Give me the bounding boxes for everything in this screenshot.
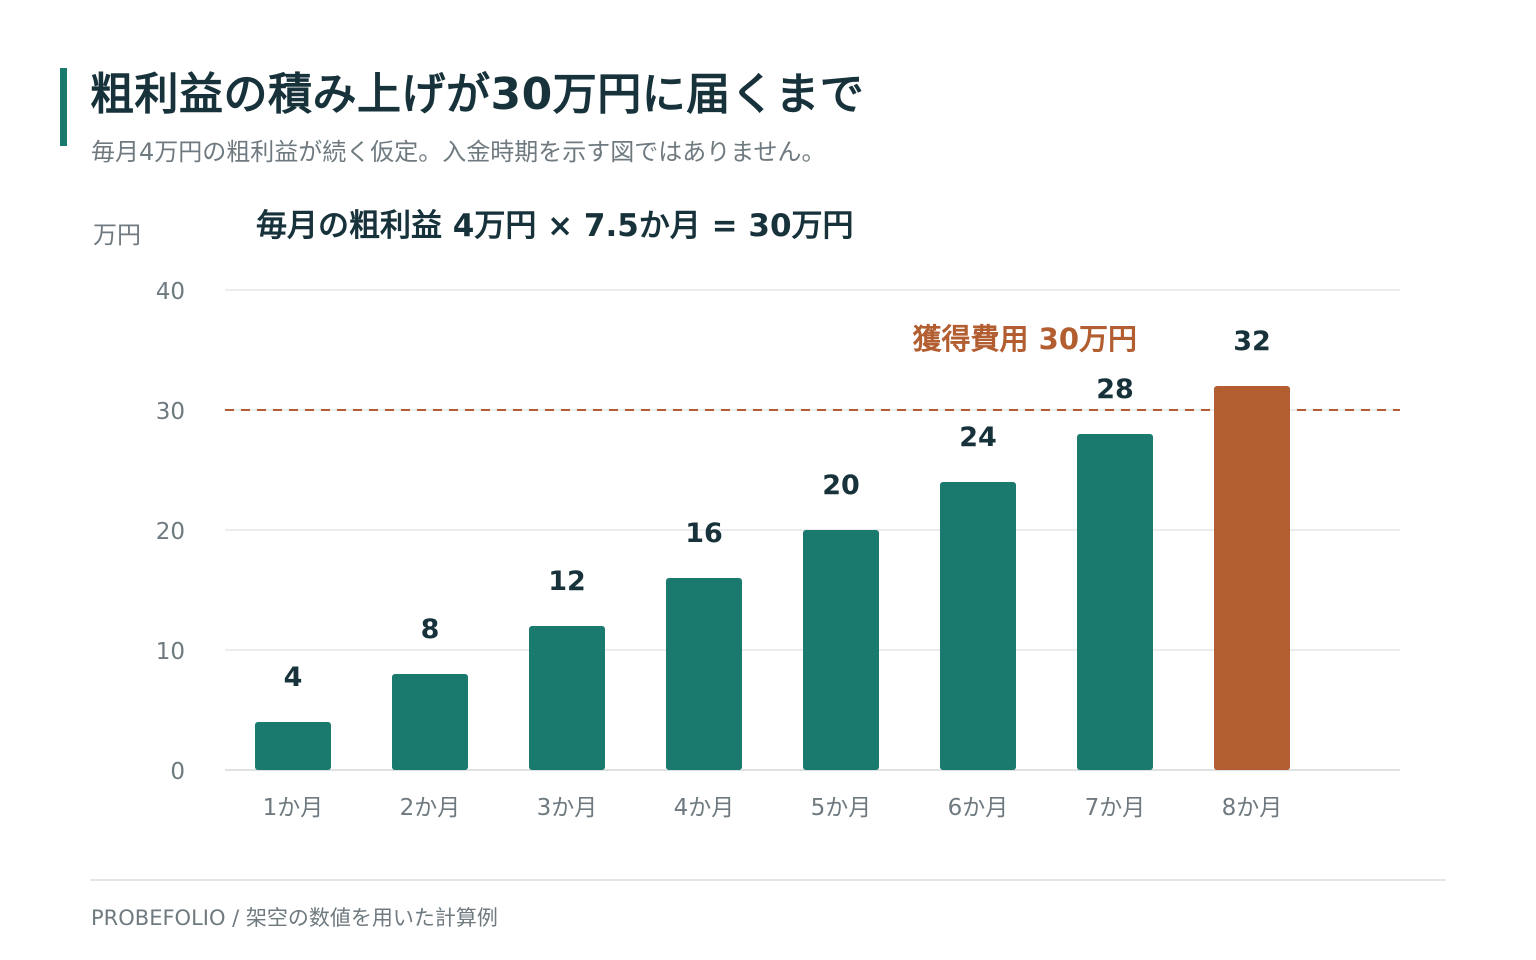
bar [1214,386,1290,770]
y-tick-label: 20 [156,519,185,545]
y-tick-label: 0 [170,759,185,785]
formula-annotation: 毎月の粗利益 4万円 × 7.5か月 = 30万円 [256,208,854,244]
x-tick-label: 3か月 [537,795,598,821]
x-tick-label: 5か月 [811,795,872,821]
data-label: 8 [421,614,440,645]
bar [666,578,742,770]
y-tick-label: 30 [156,399,185,425]
data-label: 20 [822,470,860,501]
reference-line-label: 獲得費用 30万円 [913,322,1137,356]
x-tick-label: 8か月 [1222,795,1283,821]
x-tick-label: 6か月 [948,795,1009,821]
y-tick-label: 10 [156,639,185,665]
data-label: 32 [1233,326,1271,357]
data-label: 4 [284,662,303,693]
y-axis-unit-label: 万円 [93,221,141,249]
title-accent-bar [60,68,67,146]
footer-credit: PROBEFOLIO / 架空の数値を用いた計算例 [91,906,498,930]
data-label: 12 [548,566,586,597]
x-tick-label: 4か月 [674,795,735,821]
bar [1077,434,1153,770]
x-tick-label: 1か月 [263,795,324,821]
bar [392,674,468,770]
data-label: 24 [959,422,997,453]
y-tick-label: 40 [156,279,185,305]
bar [803,530,879,770]
data-label: 16 [685,518,723,549]
page-title: 粗利益の積み上げが30万円に届くまで [90,69,865,120]
x-tick-label: 7か月 [1085,795,1146,821]
footer-divider [90,879,1446,881]
page-subtitle: 毎月4万円の粗利益が続く仮定。入金時期を示す図ではありません。 [91,138,826,166]
x-tick-label: 2か月 [400,795,461,821]
bar [255,722,331,770]
data-label: 28 [1096,374,1134,405]
bar [529,626,605,770]
bar-chart: 0 10 20 30 40 4 1か月 8 2か月 12 3か月 16 4か月 20 5か月 24 6か月 28 7… [156,279,1400,821]
bar [940,482,1016,770]
